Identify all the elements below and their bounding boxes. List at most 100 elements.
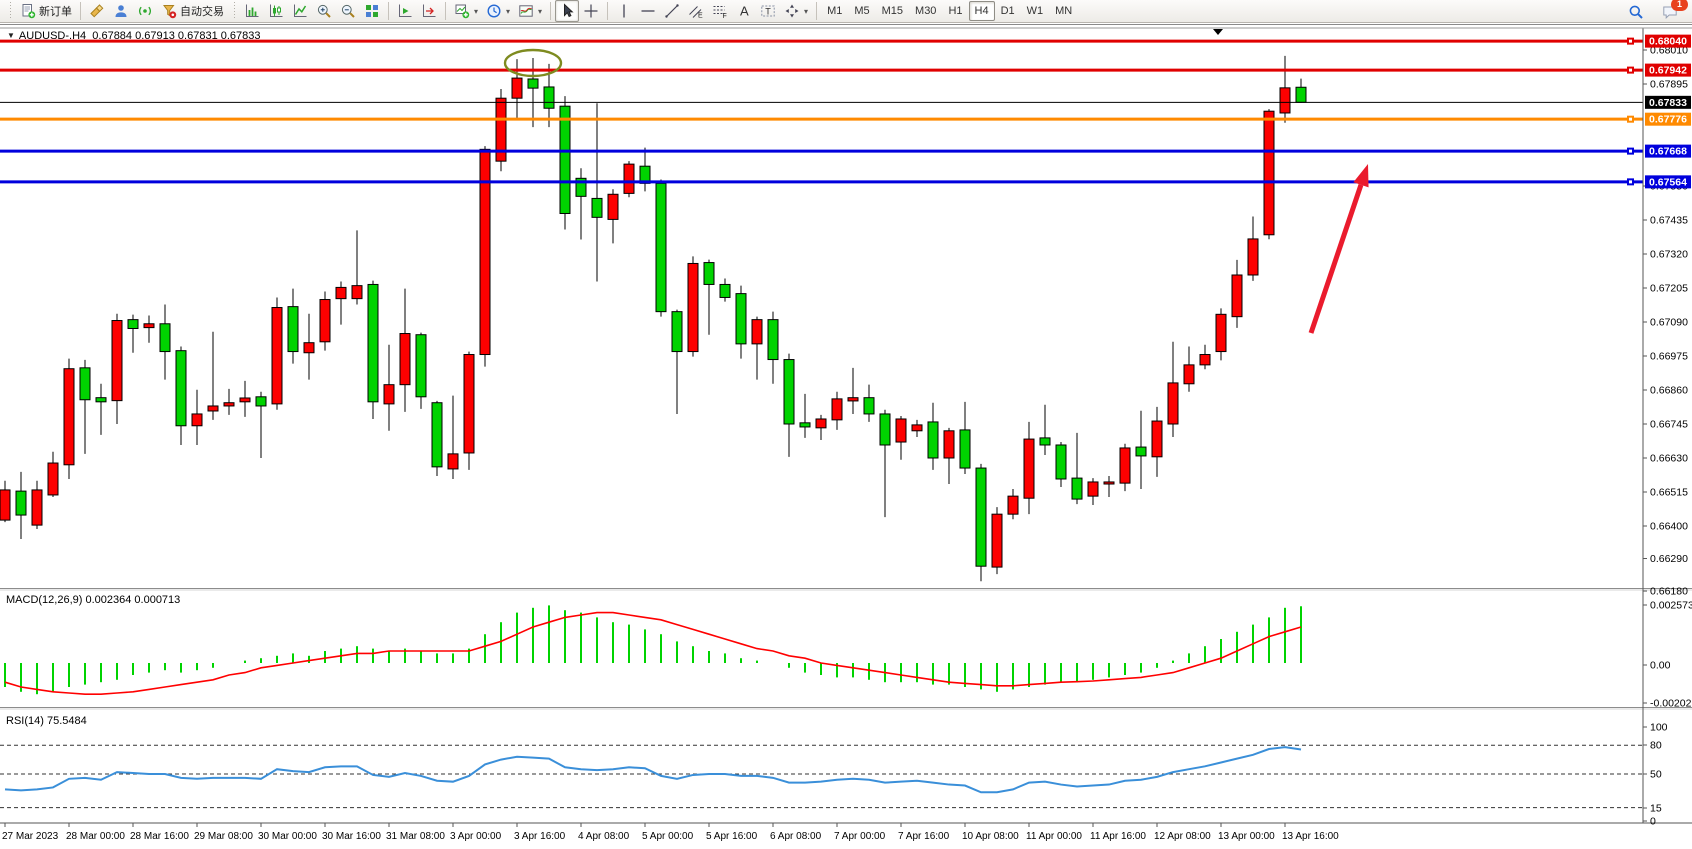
crosshair-button[interactable] — [579, 0, 603, 22]
candle — [879, 413, 891, 446]
price-badge-label: 0.68040 — [1649, 36, 1687, 48]
zoom-in-button[interactable] — [312, 0, 336, 22]
toolbar-separator — [816, 2, 818, 20]
zoom-out-icon — [341, 4, 355, 18]
search-button[interactable] — [1624, 1, 1648, 23]
candle — [831, 398, 843, 421]
svg-text:T: T — [765, 7, 771, 17]
time-tick-label: 6 Apr 08:00 — [770, 831, 822, 842]
candle — [335, 286, 347, 300]
label-button[interactable]: T — [756, 0, 780, 22]
autotrade-button[interactable]: 自动交易 — [157, 0, 228, 22]
cursor-icon — [564, 3, 574, 18]
time-tick-label: 4 Apr 08:00 — [578, 831, 630, 842]
svg-text:E: E — [698, 13, 703, 20]
price-badge-label: 0.67668 — [1649, 146, 1687, 158]
chevron-down-icon[interactable]: ▼ — [7, 31, 15, 40]
chart-background — [0, 28, 1692, 823]
timeframe-h4-button[interactable]: H4 — [968, 1, 995, 21]
search-icon — [1629, 5, 1643, 19]
price-badge — [1645, 144, 1691, 158]
notifications-button[interactable]: 1 — [1658, 0, 1688, 23]
vline-icon — [623, 4, 625, 18]
candle — [95, 397, 107, 403]
fibonacci-icon: F — [713, 6, 727, 19]
timeframe-m30-button[interactable]: M30 — [915, 5, 937, 17]
candle — [687, 262, 699, 353]
period-clock-dropdown[interactable]: ▾ — [482, 0, 514, 22]
new-order-button[interactable]: 新订单 — [16, 0, 76, 22]
tile-windows-button[interactable] — [360, 0, 384, 22]
chart-plot[interactable]: 0.680100.678950.675500.674350.673200.672… — [0, 25, 1692, 849]
auto-scroll-button[interactable] — [393, 0, 417, 22]
time-tick-label: 30 Mar 00:00 — [258, 831, 317, 842]
person-icon — [115, 5, 127, 17]
candle — [1151, 420, 1163, 458]
candle — [1135, 446, 1147, 457]
candlestick-chart-button[interactable] — [264, 0, 288, 22]
timeframe-w1-button[interactable]: W1 — [1026, 5, 1044, 17]
price-tick-label: 0.66745 — [1650, 418, 1688, 430]
candle — [1279, 87, 1291, 114]
timeframe-m5-button[interactable]: M5 — [854, 5, 870, 17]
candle — [975, 467, 987, 567]
channel-icon: E — [689, 6, 703, 20]
channel-button[interactable]: E — [684, 0, 708, 22]
candle — [1231, 274, 1243, 318]
svg-text:F: F — [723, 13, 727, 19]
horizontal-line-button[interactable] — [636, 0, 660, 22]
trend-arrow-head[interactable] — [1353, 164, 1369, 188]
candle — [655, 182, 667, 313]
price-tick-label: 0.66630 — [1650, 452, 1688, 464]
candle — [799, 422, 811, 428]
price-badge-label: 0.67564 — [1649, 176, 1687, 188]
new-chart-dropdown[interactable]: ▾ — [450, 0, 482, 22]
candle — [207, 405, 219, 412]
styler-button[interactable] — [85, 0, 109, 22]
trendline-button[interactable] — [660, 0, 684, 22]
zoom-out-button[interactable] — [336, 0, 360, 22]
template-dropdown[interactable]: ▾ — [514, 0, 546, 22]
fibonacci-button[interactable]: F — [708, 0, 732, 22]
cursor-button[interactable] — [555, 0, 580, 22]
chart-shift-button[interactable] — [417, 0, 441, 22]
timeframe-h1-button[interactable]: H1 — [948, 5, 963, 17]
bar-chart-button[interactable] — [240, 0, 264, 22]
trend-arrow-shaft[interactable] — [1308, 184, 1364, 334]
candle — [735, 293, 747, 345]
crosshair-icon — [584, 4, 598, 18]
candle — [783, 359, 795, 425]
timeframe-m15-button[interactable]: M15 — [881, 5, 904, 17]
toolbar-drag-handle[interactable] — [8, 2, 12, 20]
time-tick-label: 28 Mar 00:00 — [66, 831, 125, 842]
candle — [847, 397, 859, 402]
price-tick-label: 0.67205 — [1650, 282, 1688, 294]
line-chart-button[interactable] — [288, 0, 312, 22]
caret-down-icon: ▾ — [506, 6, 511, 16]
toolbar-drag-handle[interactable] — [232, 2, 236, 20]
candle — [303, 342, 315, 354]
arrows-tool-dropdown[interactable]: ▾ — [780, 0, 812, 22]
time-tick-label: 7 Apr 16:00 — [898, 831, 950, 842]
trendline-icon — [665, 4, 679, 18]
scroll-end-marker[interactable] — [1213, 29, 1223, 35]
macd-indicator-label: MACD(12,26,9) 0.002364 0.000713 — [6, 594, 181, 606]
chart-line-icon — [294, 4, 307, 17]
price-badge-label: 0.67833 — [1649, 97, 1687, 109]
price-tick-label: 0.66180 — [1650, 586, 1688, 598]
candle — [1007, 495, 1019, 515]
vertical-line-button[interactable] — [612, 0, 636, 22]
rsi-tick-label: 0 — [1650, 816, 1656, 828]
text-button[interactable]: A — [732, 0, 756, 22]
candle — [415, 334, 427, 398]
timeframe-m1-button[interactable]: M1 — [827, 5, 843, 17]
candle — [271, 307, 283, 405]
candle — [703, 262, 715, 285]
timeframe-d1-button[interactable]: D1 — [1000, 5, 1015, 17]
candle — [1167, 382, 1179, 425]
ellipse-annotation[interactable] — [503, 48, 563, 78]
candle — [191, 413, 203, 427]
profile-button[interactable] — [109, 0, 133, 22]
timeframe-mn-button[interactable]: MN — [1055, 5, 1073, 17]
signals-button[interactable] — [133, 0, 157, 22]
